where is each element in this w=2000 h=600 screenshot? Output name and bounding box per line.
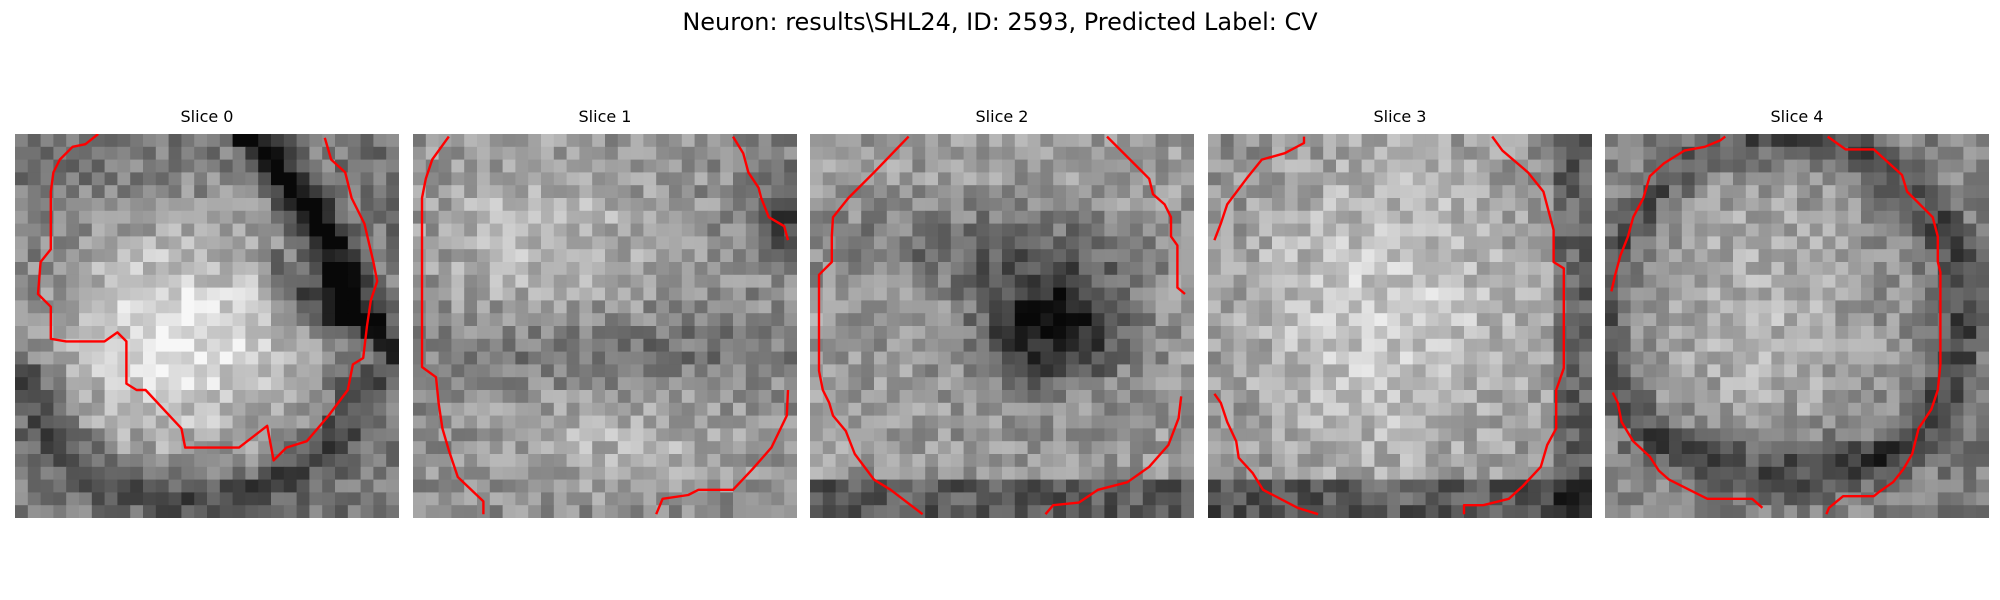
slice-title: Slice 1	[578, 107, 632, 126]
slice-panel-4: Slice 4	[1605, 106, 1989, 520]
pixel-grid	[15, 134, 399, 518]
slice-image	[1208, 134, 1592, 518]
slice-image	[1605, 134, 1989, 518]
cell-contour-line	[1825, 135, 1942, 515]
pixel-grid	[413, 134, 797, 518]
pixel-grid	[810, 134, 1194, 518]
pixel-grid	[1208, 134, 1592, 518]
cell-contour-line	[1462, 135, 1565, 515]
cell-contour-line	[1213, 136, 1306, 241]
cell-contour-line	[1106, 135, 1186, 295]
cell-contour-line	[1611, 392, 1764, 509]
cell-contour-line	[36, 134, 379, 462]
cell-contour-line	[1044, 396, 1183, 515]
slice-title: Slice 4	[1770, 107, 1824, 126]
slice-image	[15, 134, 399, 518]
slice-title: Slice 2	[975, 107, 1029, 126]
cell-contour-line	[1213, 393, 1319, 516]
slice-title: Slice 3	[1373, 107, 1427, 126]
slice-panel-2: Slice 2	[810, 106, 1194, 520]
figure-title: Neuron: results\SHL24, ID: 2593, Predict…	[682, 8, 1318, 36]
cell-contour-line	[420, 135, 485, 515]
slice-image	[810, 134, 1194, 518]
slice-image	[413, 134, 797, 518]
cell-contour-line	[817, 135, 924, 516]
cell-contour-line	[1610, 135, 1727, 292]
slice-panel-0: Slice 0	[15, 106, 399, 520]
pixel-grid	[1605, 134, 1989, 518]
slice-panel-3: Slice 3	[1208, 106, 1592, 520]
slice-panel-1: Slice 1	[413, 106, 797, 520]
slice-title: Slice 0	[180, 107, 234, 126]
cell-contour-line	[655, 389, 790, 515]
cell-contour-line	[731, 135, 790, 241]
